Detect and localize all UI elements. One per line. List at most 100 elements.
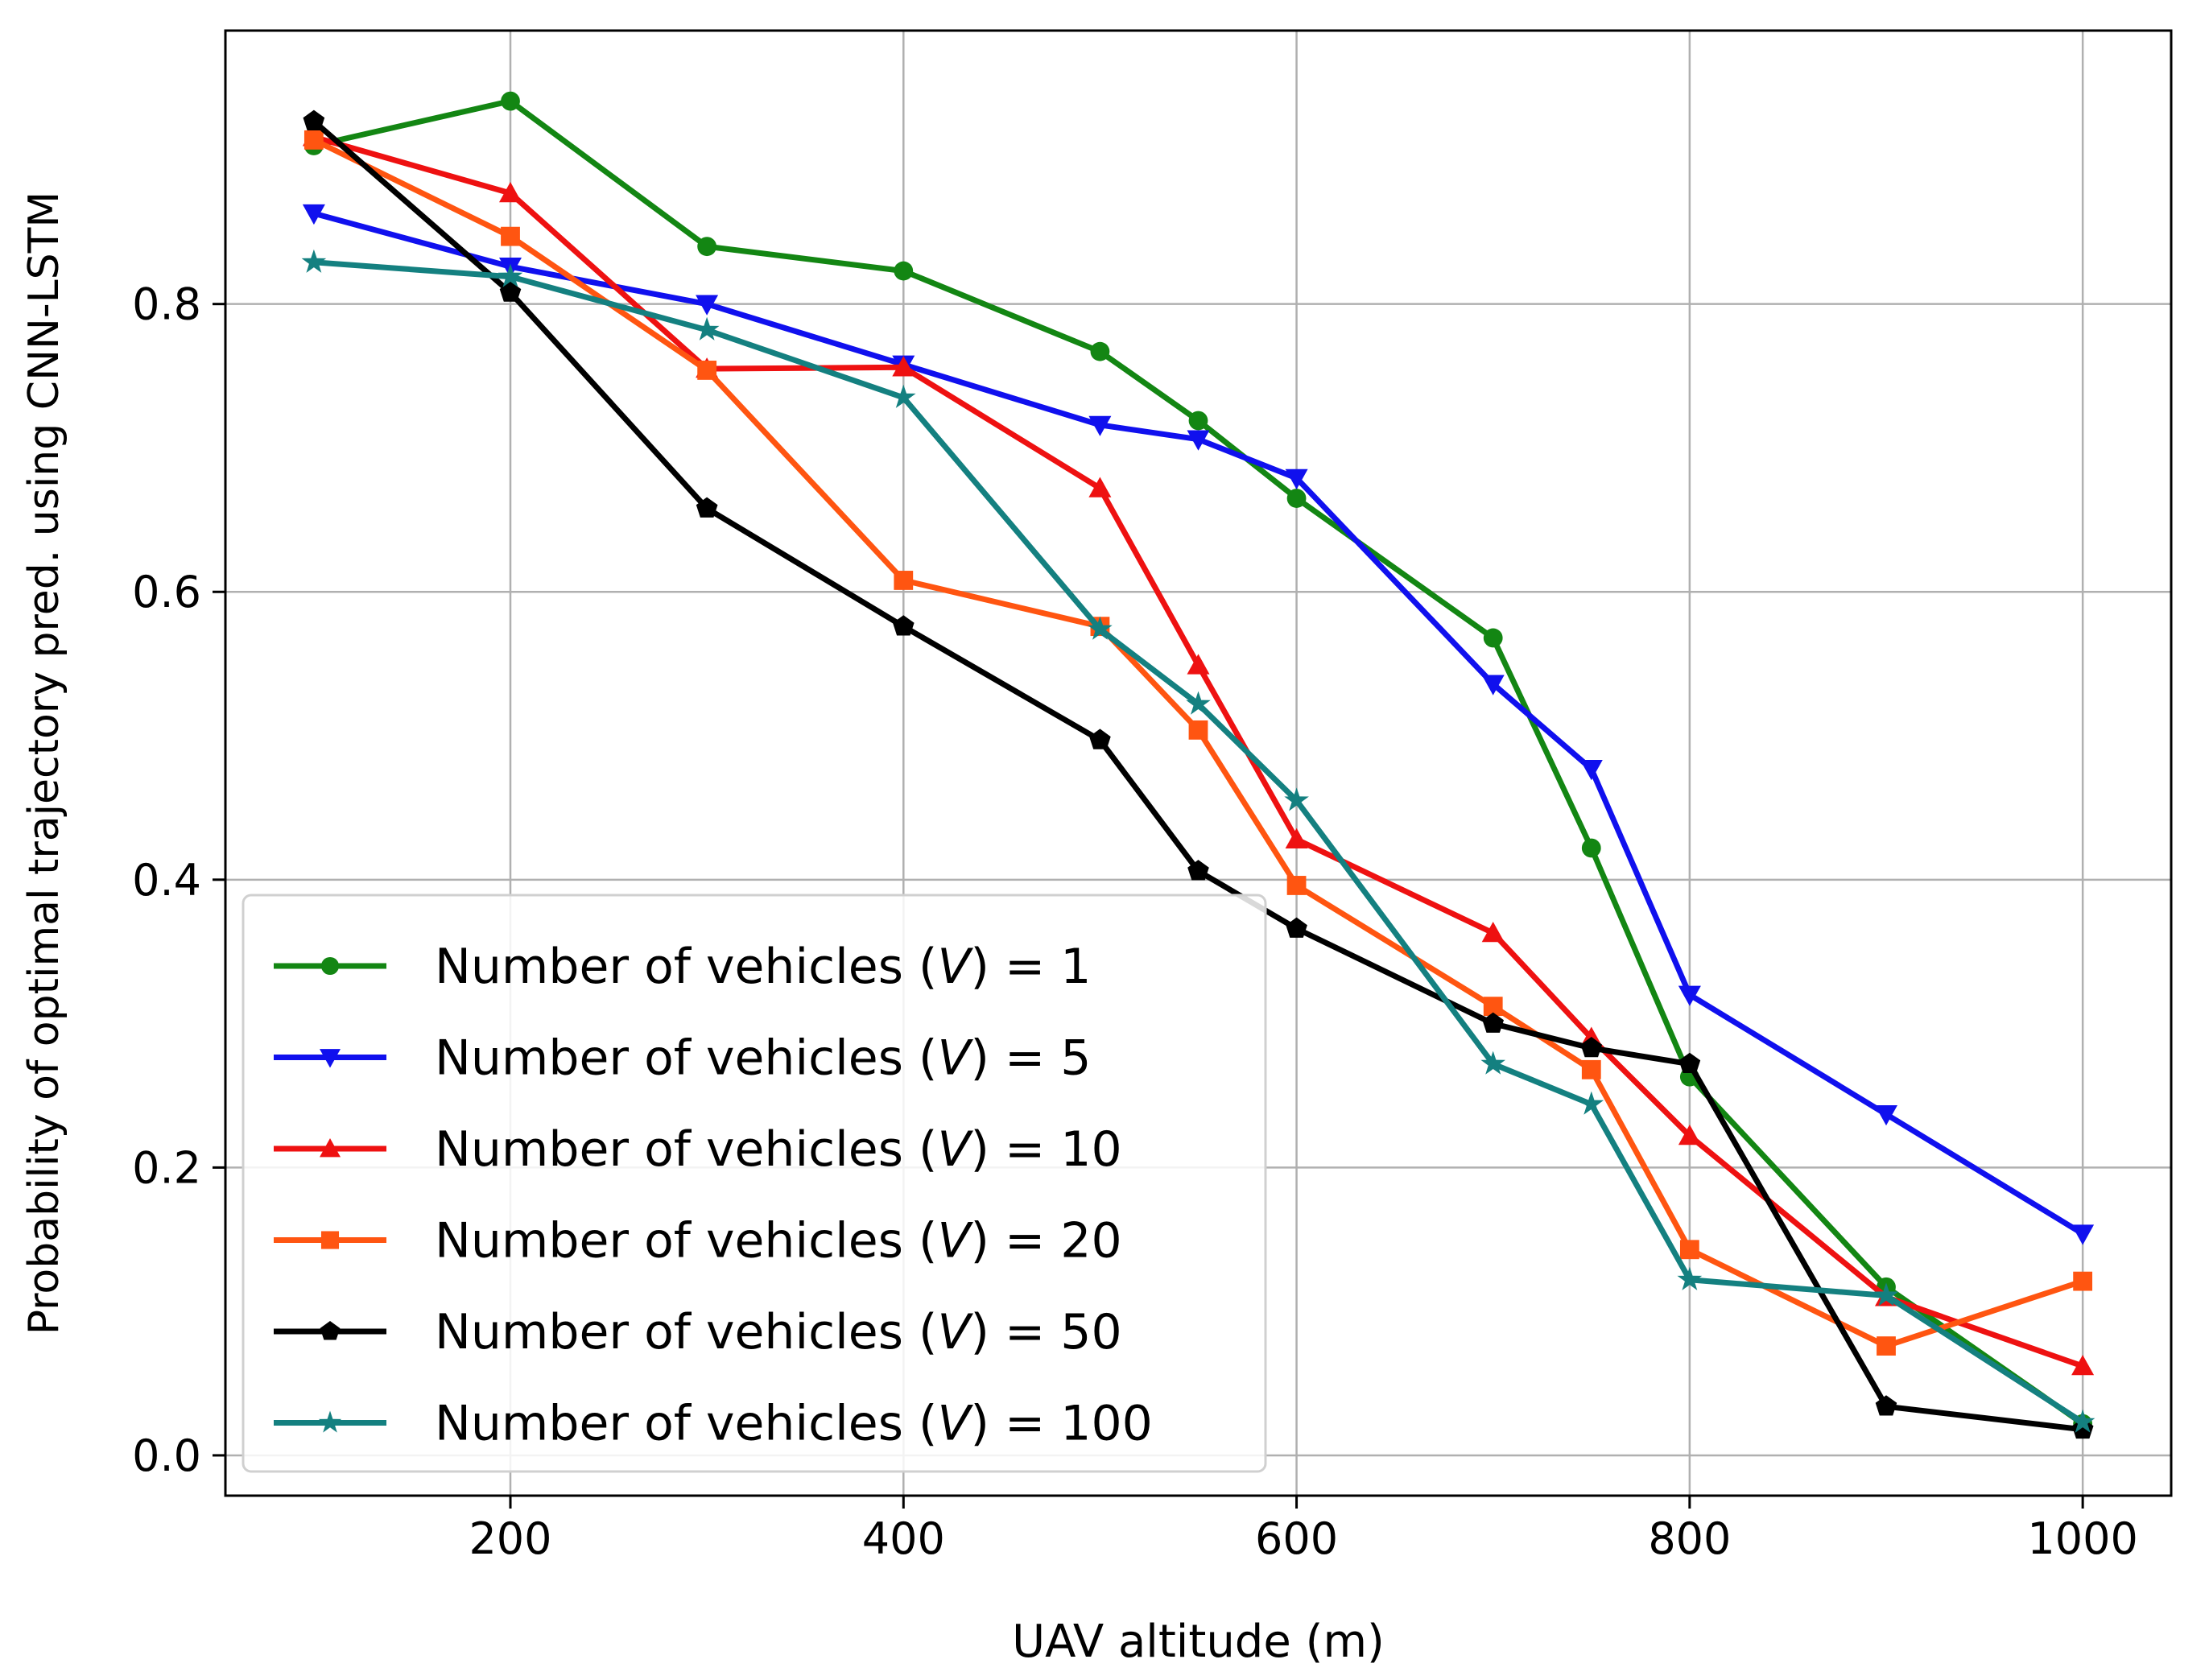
legend-label: Number of vehicles (V) = 100	[435, 1396, 1153, 1452]
data-point-50	[1678, 1052, 1701, 1073]
data-point-5	[1088, 415, 1112, 436]
data-point-50	[1286, 917, 1307, 938]
axis-ticks: 200 400 600 800 1000 0.0 0.2 0.4 0.6 0.8	[132, 279, 2138, 1564]
data-point-20	[894, 571, 914, 590]
y-tick-label: 0.0	[132, 1430, 201, 1481]
data-point-10	[1678, 1125, 1701, 1145]
data-point-5	[1875, 1105, 1897, 1126]
legend-marker	[318, 1410, 342, 1433]
data-point-1	[1581, 838, 1601, 858]
data-point-1	[501, 91, 520, 111]
data-point-100	[301, 249, 327, 273]
data-point-1	[1483, 628, 1503, 648]
legend-item: Number of vehicles (V) = 1	[274, 939, 1091, 995]
data-point-100	[1480, 1051, 1505, 1075]
data-point-100	[1873, 1282, 1899, 1306]
data-point-20	[1483, 997, 1503, 1017]
data-point-100	[498, 263, 523, 287]
data-point-50	[499, 281, 522, 302]
data-point-5	[1678, 985, 1701, 1006]
legend-label: Number of vehicles (V) = 5	[435, 1030, 1091, 1087]
legend-label: Number of vehicles (V) = 50	[435, 1304, 1122, 1360]
legend: Number of vehicles (V) = 1 Number of vehi…	[242, 894, 1267, 1473]
data-point-20	[2073, 1271, 2093, 1291]
data-point-50	[303, 109, 325, 130]
series-line-5	[312, 210, 2084, 1236]
legend-marker	[320, 1049, 341, 1068]
data-point-5	[1481, 675, 1505, 696]
data-point-10	[1285, 828, 1308, 848]
data-point-5	[696, 295, 719, 316]
legend-item: Number of vehicles (V) = 20	[274, 1213, 1122, 1269]
data-point-10	[892, 356, 915, 377]
data-point-20	[1581, 1059, 1601, 1079]
data-point-50	[1089, 729, 1111, 749]
data-point-1	[1286, 489, 1307, 508]
x-tick-label: 600	[1255, 1513, 1338, 1564]
data-point-10	[1088, 477, 1112, 497]
data-point-50	[893, 615, 915, 636]
x-tick-label: 800	[1648, 1513, 1731, 1564]
data-point-100	[1284, 787, 1309, 811]
data-point-20	[1877, 1336, 1896, 1356]
y-tick-label: 0.6	[132, 567, 201, 617]
data-point-20	[1286, 876, 1307, 895]
legend-label: Number of vehicles (V) = 1	[435, 939, 1091, 995]
legend-label: Number of vehicles (V) = 10	[435, 1121, 1122, 1178]
data-point-5	[1579, 760, 1603, 781]
data-point-100	[694, 316, 720, 341]
data-point-100	[1579, 1091, 1604, 1115]
series-5	[302, 204, 2095, 1245]
data-point-5	[1187, 430, 1210, 451]
x-tick-label: 200	[469, 1513, 551, 1564]
data-point-20	[1188, 720, 1208, 740]
data-point-20	[1679, 1240, 1699, 1260]
series-100	[301, 249, 2095, 1433]
data-point-10	[1481, 922, 1505, 943]
data-point-100	[1186, 691, 1211, 715]
legend-item: Number of vehicles (V) = 10	[274, 1121, 1122, 1178]
data-point-5	[302, 204, 325, 225]
plot-frame	[224, 29, 2173, 1497]
data-point-1	[697, 237, 717, 257]
legend-item: Number of vehicles (V) = 5	[274, 1030, 1091, 1087]
series-line-100	[313, 259, 2084, 1425]
y-tick-label: 0.4	[132, 855, 201, 906]
data-point-20	[501, 226, 520, 246]
data-point-1	[1090, 341, 1110, 361]
data-point-5	[2071, 1224, 2095, 1245]
legend-marker	[320, 1231, 340, 1249]
series-line-20	[312, 137, 2084, 1349]
legend-marker	[320, 956, 340, 976]
data-point-100	[2070, 1409, 2095, 1433]
series-layer	[301, 91, 2095, 1439]
data-point-1	[894, 261, 914, 281]
data-point-100	[891, 384, 916, 408]
legend-marker	[320, 1138, 341, 1158]
data-point-20	[303, 130, 324, 150]
data-point-5	[1285, 469, 1308, 489]
legend-label: Number of vehicles (V) = 20	[435, 1213, 1122, 1269]
data-point-50	[696, 497, 718, 518]
y-tick-label: 0.2	[132, 1142, 201, 1193]
data-point-100	[1677, 1266, 1703, 1290]
x-axis-label: UAV altitude (m)	[1012, 1616, 1385, 1668]
data-point-50	[1580, 1037, 1603, 1058]
data-point-100	[1088, 616, 1113, 640]
x-tick-label: 400	[862, 1513, 945, 1564]
data-point-50	[1187, 860, 1209, 881]
legend-box	[242, 894, 1267, 1473]
legend-marker	[320, 1321, 341, 1340]
data-point-10	[499, 182, 522, 203]
data-point-20	[697, 361, 717, 380]
data-point-10	[1187, 654, 1210, 675]
legend-item: Number of vehicles (V) = 100	[274, 1396, 1153, 1452]
data-point-50	[1875, 1395, 1897, 1416]
y-tick-label: 0.8	[132, 279, 201, 330]
legend-item: Number of vehicles (V) = 50	[274, 1304, 1122, 1360]
y-axis-label: Probability of optimal trajectory pred. …	[20, 192, 68, 1335]
data-point-1	[1188, 411, 1208, 431]
data-point-50	[1482, 1012, 1504, 1033]
data-point-10	[2071, 1355, 2095, 1376]
